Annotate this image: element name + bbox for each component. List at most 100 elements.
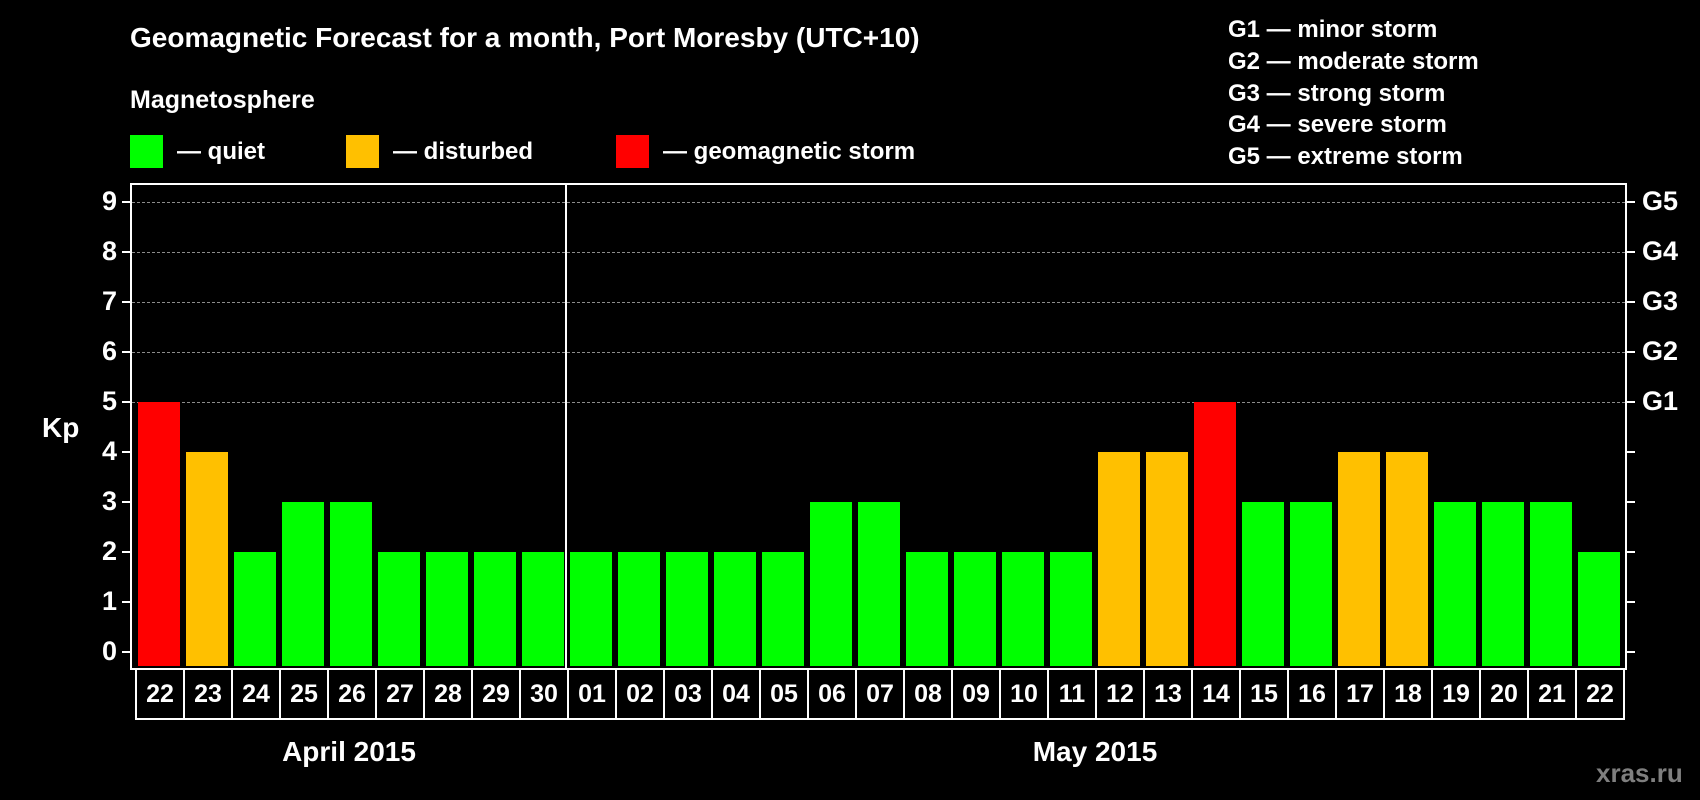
kp-bar — [234, 552, 276, 666]
gridline — [132, 252, 1625, 253]
kp-bar — [618, 552, 660, 666]
legend-heading: Magnetosphere — [130, 86, 315, 114]
kp-bar — [1530, 502, 1572, 666]
g-scale-label: G3 — [1642, 286, 1679, 316]
gridline — [132, 352, 1625, 353]
date-label: 22 — [137, 670, 185, 718]
date-label: 25 — [281, 670, 329, 718]
date-label: 24 — [233, 670, 281, 718]
date-label: 07 — [857, 670, 905, 718]
legend-disturbed-label: — disturbed — [393, 137, 534, 165]
y2-tick — [1626, 601, 1635, 603]
kp-bar — [570, 552, 612, 666]
date-label: 03 — [665, 670, 713, 718]
y-tick — [122, 551, 131, 553]
legend-storm: — geomagnetic storm — [616, 135, 915, 168]
kp-bar — [1194, 402, 1236, 666]
y-tick — [122, 451, 131, 453]
y-tick — [122, 201, 131, 203]
kp-bar — [954, 552, 996, 666]
kp-bar — [1434, 502, 1476, 666]
g-scale-label: G4 — [1642, 236, 1679, 266]
y-tick-label: 8 — [101, 236, 117, 266]
date-label: 22 — [1586, 679, 1614, 708]
kp-bar — [1242, 502, 1284, 666]
date-label: 26 — [329, 670, 377, 718]
kp-bar — [714, 552, 756, 666]
kp-bar — [186, 452, 228, 666]
kp-bar — [666, 552, 708, 666]
date-label: 17 — [1337, 670, 1385, 718]
kp-bar — [1578, 552, 1620, 666]
kp-bar — [1386, 452, 1428, 666]
storm-scale-g4: G4 — severe storm — [1228, 111, 1447, 139]
kp-bar — [1002, 552, 1044, 666]
legend-quiet: — quiet — [130, 135, 265, 168]
y-tick-label: 9 — [101, 186, 117, 216]
disturbed-swatch — [346, 135, 379, 168]
date-label: 27 — [377, 670, 425, 718]
g-scale-label: G2 — [1642, 336, 1679, 366]
storm-scale-g2: G2 — moderate storm — [1228, 47, 1479, 75]
g-scale-label: G5 — [1642, 186, 1679, 216]
storm-scale-g5: G5 — extreme storm — [1228, 143, 1463, 171]
date-label: 18 — [1385, 670, 1433, 718]
kp-bar — [138, 402, 180, 666]
kp-bar — [1290, 502, 1332, 666]
y-tick-label: 1 — [101, 586, 117, 616]
y-tick-label: 5 — [101, 386, 117, 416]
storm-scale-g3: G3 — strong storm — [1228, 79, 1446, 107]
y-tick — [122, 501, 131, 503]
date-label: 14 — [1193, 670, 1241, 718]
storm-scale-legend: G1 — minor storm G2 — moderate storm G3 … — [1228, 14, 1479, 173]
y2-tick — [1626, 551, 1635, 553]
y-tick — [122, 401, 131, 403]
date-label: 11 — [1049, 670, 1097, 718]
y-tick-label: 7 — [101, 286, 117, 316]
y2-tick — [1626, 251, 1635, 253]
kp-bar — [474, 552, 516, 666]
date-label: 19 — [1433, 670, 1481, 718]
month-label-april: April 2015 — [282, 736, 416, 767]
kp-bar — [762, 552, 804, 666]
y2-tick — [1626, 401, 1635, 403]
date-axis: 22 23 24 25 26 27 28 29 30 01 02 03 04 05 06 07 08 09 10 11… — [135, 668, 1625, 720]
quiet-swatch — [130, 135, 163, 168]
y-tick-label: 3 — [101, 486, 117, 516]
date-label: 23 — [185, 670, 233, 718]
y2-tick — [1626, 201, 1635, 203]
date-label: 09 — [953, 670, 1001, 718]
y-tick — [122, 351, 131, 353]
y-tick — [122, 651, 131, 653]
chart-title: Geomagnetic Forecast for a month, Port M… — [130, 22, 920, 53]
y-tick-label: 2 — [101, 536, 117, 566]
date-label: 30 — [521, 670, 569, 718]
date-label: 21 — [1529, 670, 1577, 718]
date-label: 02 — [617, 670, 665, 718]
g-scale-label: G1 — [1642, 386, 1679, 416]
kp-bar — [1482, 502, 1524, 666]
date-label: 08 — [905, 670, 953, 718]
kp-bar — [426, 552, 468, 666]
y2-tick — [1626, 501, 1635, 503]
date-label: 04 — [713, 670, 761, 718]
storm-scale-g1: G1 — minor storm — [1228, 16, 1438, 43]
date-label: 13 — [1145, 670, 1193, 718]
legend-quiet-label: — quiet — [177, 137, 265, 165]
date-label: 06 — [809, 670, 857, 718]
y-tick-label: 6 — [101, 336, 117, 366]
y-tick — [122, 251, 131, 253]
date-label: 12 — [1097, 670, 1145, 718]
gridline — [132, 302, 1625, 303]
y-tick-label: 4 — [101, 436, 117, 466]
date-label: 01 — [569, 670, 617, 718]
date-label: 29 — [473, 670, 521, 718]
legend-disturbed: — disturbed — [346, 135, 533, 168]
y-tick-label: 0 — [101, 636, 117, 666]
kp-bar — [282, 502, 324, 666]
date-label: 05 — [761, 670, 809, 718]
gridline — [132, 402, 1625, 403]
y2-tick — [1626, 451, 1635, 453]
date-label: 10 — [1001, 670, 1049, 718]
y-tick — [122, 301, 131, 303]
